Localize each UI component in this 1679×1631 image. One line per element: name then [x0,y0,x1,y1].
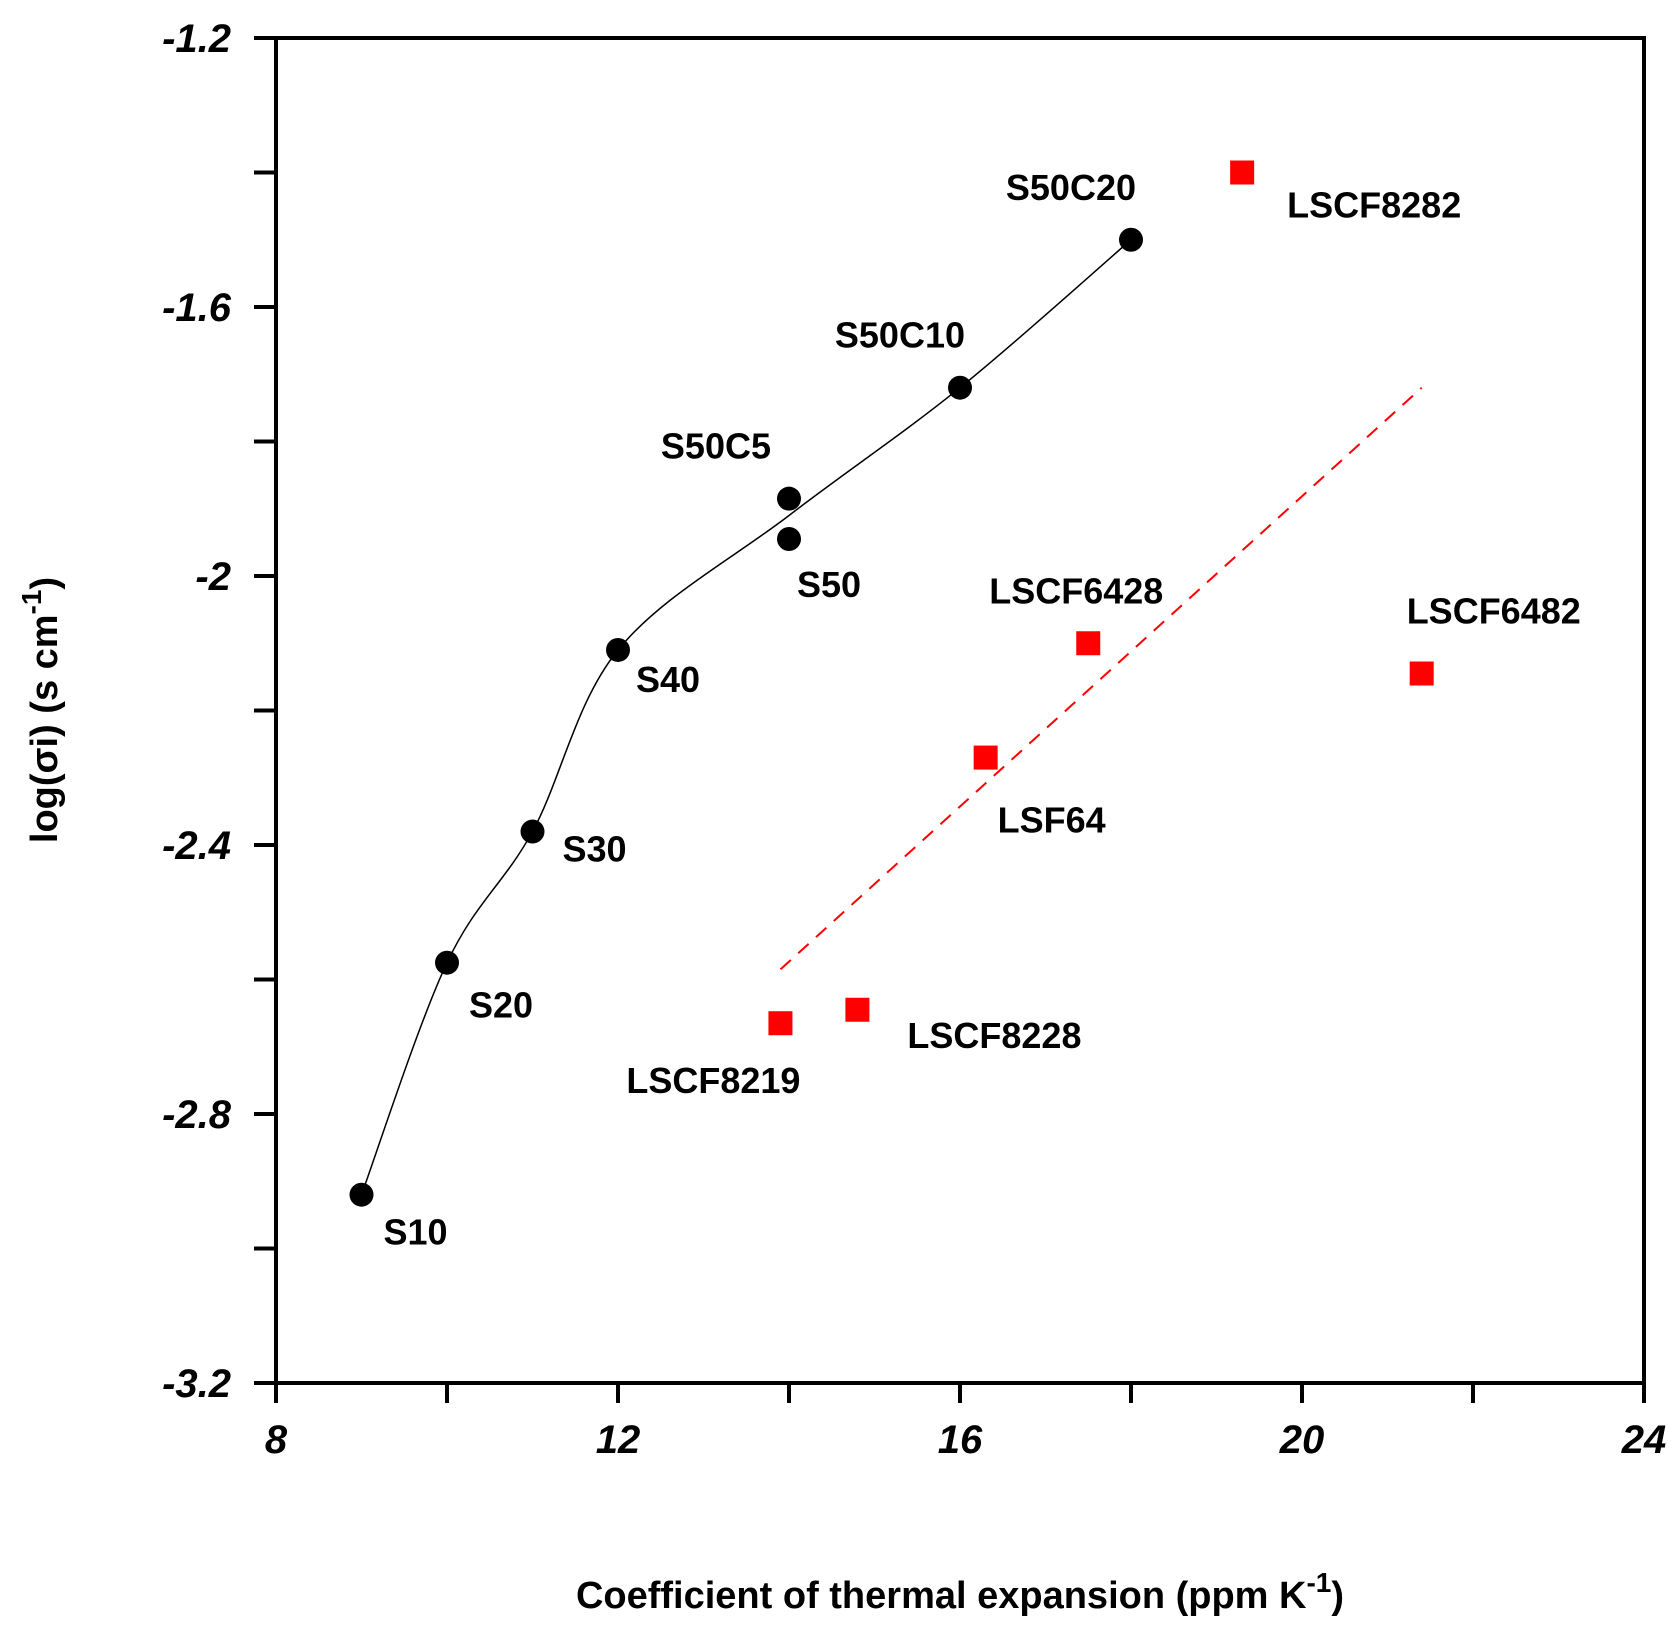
data-marks [349,160,1434,1207]
lscf-point-lscf6428 [1076,631,1101,656]
y-tick-label: -2.4 [162,824,231,868]
point-label-s10: S10 [384,1212,448,1253]
point-label-s20: S20 [469,985,533,1026]
x-axis-title-sup: -1 [1306,1567,1331,1598]
lscf-point-lsf64 [973,745,998,770]
point-labels: S10 S20 S30 S40 S50 S50C5 S50C10 S50C20 LSCF8219… [384,167,1581,1253]
lscf-point-lscf8282 [1230,160,1255,185]
s-point-s50c20 [1119,227,1143,252]
s-point-s50c5 [777,486,801,511]
plot-frame [274,36,1646,1385]
point-label-s50: S50 [797,564,861,605]
s-point-s40 [606,637,630,662]
point-label-s30: S30 [563,829,627,870]
point-label-s40: S40 [636,659,700,700]
point-label-lsf64: LSF64 [998,800,1106,841]
s-point-s50 [777,527,801,552]
point-label-s50c10: S50C10 [835,315,965,356]
lscf-point-lscf6482 [1409,661,1434,686]
x-tick-label: 16 [938,1418,983,1462]
lscf-point-lscf8228 [845,997,870,1022]
point-label-s50c5: S50C5 [661,426,771,467]
y-axis-title: log(σi) (s cm-1) [16,577,66,843]
lscf-trendline [779,386,1423,971]
lscf-point-lscf8219 [768,1011,793,1036]
y-tick-label: -1.6 [162,286,232,330]
x-tick-label: 12 [596,1418,641,1462]
point-label-s50c20: S50C20 [1006,167,1136,208]
y-tick-label: -3.2 [162,1362,231,1406]
y-axis-title-main: log(σi) (s cm [24,614,66,843]
x-axis-title-main: Coefficient of thermal expansion (ppm K [576,1575,1307,1617]
point-label-lscf6482: LSCF6482 [1407,591,1581,632]
y-axis-title-sup: -1 [16,590,47,615]
point-label-lscf8228: LSCF8228 [907,1015,1081,1056]
y-tick-label: -1.2 [162,17,231,61]
x-tick-label: 8 [265,1418,288,1462]
axis-ticks: 8 12 16 20 24 -3.2 -2.8 -2.4 -2 -1.6 -1.2 [162,17,1666,1462]
s-point-s10 [349,1182,374,1207]
x-axis-title: Coefficient of thermal expansion (ppm K-… [576,1567,1344,1617]
curves [360,239,1423,1195]
point-label-lscf6428: LSCF6428 [989,570,1163,611]
x-tick-label: 20 [1279,1418,1325,1462]
s-point-s50c10 [948,375,972,400]
x-tick-label: 24 [1621,1418,1667,1462]
point-label-lscf8282: LSCF8282 [1287,185,1461,226]
s-point-s20 [435,950,459,975]
point-label-lscf8219: LSCF8219 [626,1060,800,1101]
y-tick-label: -2.8 [162,1093,232,1137]
x-axis-title-end: ) [1331,1575,1344,1617]
y-axis-title-end: ) [24,577,66,590]
y-tick-label: -2 [195,555,231,599]
s-point-s30 [520,819,545,844]
